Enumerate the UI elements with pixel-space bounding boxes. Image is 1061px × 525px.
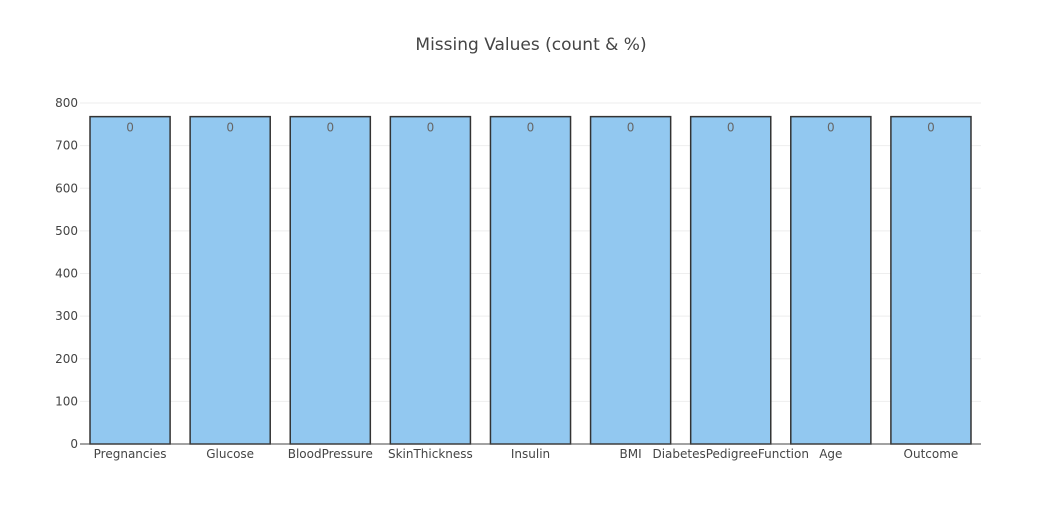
data-label: 0 [326,121,334,135]
y-tick-label: 800 [55,96,78,110]
x-tick-label: Glucose [206,447,254,461]
data-label: 0 [226,121,234,135]
x-tick-label: SkinThickness [388,447,473,461]
y-tick-label: 400 [55,267,78,281]
y-tick-label: 200 [55,352,78,366]
bar-bloodpressure [289,115,372,445]
x-tick-label: Pregnancies [94,447,167,461]
data-label: 0 [527,121,535,135]
x-tick-label: DiabetesPedigreeFunction [652,447,809,461]
bar-bmi [589,115,672,445]
data-label: 0 [427,121,435,135]
chart-title: Missing Values (count & %) [415,35,646,55]
x-tick-label: Age [819,447,842,461]
y-tick-label: 600 [55,181,78,195]
x-axis-ticks: Pregnancies Glucose BloodPressure SkinThick… [94,447,959,461]
data-label: 0 [727,121,735,135]
y-tick-label: 500 [55,224,78,238]
data-label: 0 [827,121,835,135]
data-label: 0 [927,121,935,135]
x-tick-label: Insulin [511,447,550,461]
y-axis-ticks: 0 100 200 300 400 500 600 700 800 [55,96,78,451]
bar-outcome [890,115,972,445]
bar-diabetespedigreefunction [689,115,772,445]
bars-layer [89,115,972,445]
bar-age [790,115,872,445]
y-tick-label: 100 [55,394,78,408]
y-tick-label: 0 [70,437,78,451]
y-tick-label: 700 [55,139,78,153]
data-labels-layer: 0 0 0 0 0 0 0 0 0 [126,121,935,135]
x-tick-label: Outcome [904,447,959,461]
bar-pregnancies [89,115,171,445]
x-tick-label: BloodPressure [288,447,373,461]
data-label: 0 [627,121,635,135]
data-label: 0 [126,121,134,135]
bar-insulin [489,115,572,445]
y-tick-label: 300 [55,309,78,323]
bar-glucose [189,115,271,445]
bar-skinthickness [389,115,472,445]
x-tick-label: BMI [620,447,642,461]
